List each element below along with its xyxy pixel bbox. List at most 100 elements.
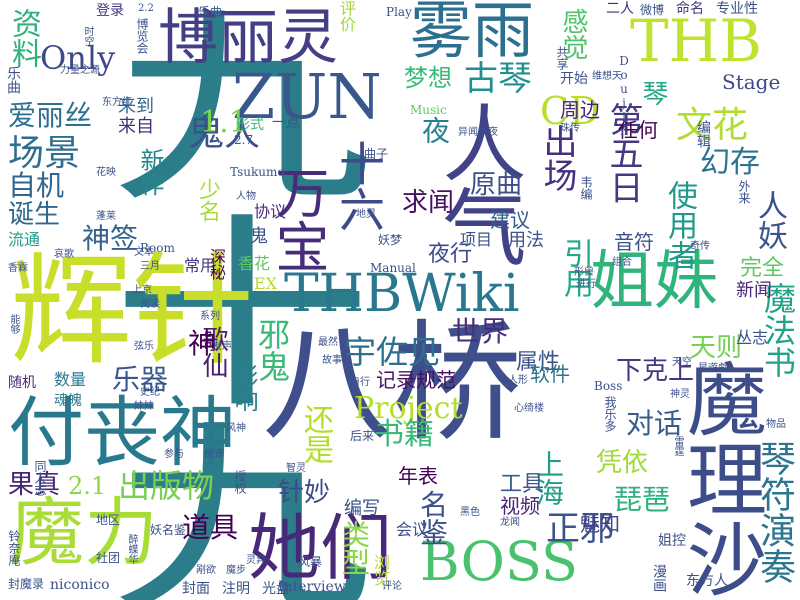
cloud-word-xilie: 系列 xyxy=(200,311,220,322)
cloud-word-xianghua: 香花 xyxy=(238,254,271,273)
cloud-word-fengbao: 风暴 xyxy=(298,555,323,569)
cloud-word-duihua: 对话 xyxy=(626,407,683,440)
cloud-word-shen: 神 xyxy=(188,327,217,360)
cloud-word-xingshi: 形式 xyxy=(236,117,264,133)
cloud-word-denglu: 登录 xyxy=(96,3,124,19)
cloud-word-renqi: 人气 xyxy=(429,100,527,268)
cloud-word-guiren: 鬼人 xyxy=(188,113,261,154)
cloud-word-manhua: 漫画 xyxy=(651,564,667,592)
cloud-word-congzhi: 丛志 xyxy=(736,328,769,347)
cloud-word-music: Music xyxy=(410,103,447,117)
cloud-word-huancun: 幻存 xyxy=(700,145,760,180)
cloud-word-moli: 魔力 xyxy=(10,490,158,576)
cloud-word-sanyue: 三月 xyxy=(140,261,160,272)
cloud-word-zuhe: 组合 xyxy=(612,257,632,268)
cloud-word-gongxiang: 共享 xyxy=(555,46,569,70)
cloud-word-yidian: 一点 xyxy=(272,115,300,131)
cloud-word-renyao: 人妖 xyxy=(752,190,787,250)
cloud-word-liutong: 流通 xyxy=(8,230,41,249)
cloud-word-yexing: 夜行 xyxy=(428,242,473,267)
cloud-word-mingjian: 名鉴 xyxy=(416,490,449,546)
cloud-word-xingyouxi: 星遊戲 xyxy=(698,363,728,374)
cloud-word-gushi: 故事 xyxy=(322,355,342,366)
cloud-word-leixing: 类型 xyxy=(338,520,371,576)
cloud-word-yueqi: 乐器 xyxy=(112,363,169,396)
cloud-word-yuzuojian: 宇佐见 xyxy=(344,333,441,371)
cloud-word-yuedu: 阅读 xyxy=(140,299,160,310)
cloud-word-xingshou: 形兽 xyxy=(574,267,594,278)
cloud-word-fanyi: 翻译 xyxy=(204,449,224,460)
cloud-word-molisha: 魔理沙 xyxy=(674,358,767,598)
cloud-word-mingming: 命名 xyxy=(676,1,704,17)
cloud-word-tamen: 她们 xyxy=(248,506,393,590)
cloud-word-xiakeshang: 下克上 xyxy=(616,356,695,386)
cloud-word-shuji: 书籍 xyxy=(374,417,434,452)
cloud-word-wuyu: 雾雨 xyxy=(410,0,535,67)
cloud-word-tongrenzhi: 同人志 xyxy=(33,460,47,496)
cloud-word-dongfanghong: 东方红 xyxy=(102,97,132,108)
cloud-word-mofashu: 魔法书 xyxy=(759,282,797,378)
cloud-word-jinxing: 进行 xyxy=(576,279,596,290)
cloud-word-zhoubian: 周边 xyxy=(560,98,600,122)
cloud-word-fusangshen: 付丧神 xyxy=(8,388,236,477)
cloud-word-jianyi: 建议 xyxy=(490,208,530,232)
cloud-word-longwen: 龙闻 xyxy=(500,517,520,528)
cloud-word-daoju: 道具 xyxy=(182,511,239,544)
cloud-word-mobu: 魔步 xyxy=(226,565,246,576)
cloud-word-pingjia: 评价 xyxy=(337,0,356,32)
cloud-word-qiuwen: 求闻 xyxy=(402,188,455,218)
cloud-word-wupin: 物品 xyxy=(766,419,786,430)
cloud-word-xinwen: 新闻 xyxy=(736,280,772,301)
cloud-word-huiyi: 会议 xyxy=(396,520,429,539)
cloud-word-gexian: 歌仙 xyxy=(198,326,228,378)
cloud-word-renxing: 人形 xyxy=(508,375,528,386)
cloud-word-play: Play xyxy=(386,5,412,19)
cloud-word-hunpo: 魂魄 xyxy=(54,393,82,409)
cloud-word-guqin: 古琴 xyxy=(464,59,532,99)
cloud-word-xieyi: 协议 xyxy=(254,202,287,221)
cloud-word-shangjing: 上京 xyxy=(132,285,152,296)
cloud-word-ex: EX xyxy=(254,274,278,293)
cloud-word-nianbiao: 年表 xyxy=(398,464,438,488)
cloud-word-ziji: 自机 xyxy=(8,169,65,202)
cloud-word-pinglun: 评论 xyxy=(382,581,402,592)
cloud-word-niconico: niconico xyxy=(50,577,110,593)
cloud-word-liulan: 浏览 xyxy=(371,554,390,586)
cloud-word-yaomeng: 妖梦 xyxy=(378,233,403,247)
cloud-word-zuidiehua: 醉蝶华 xyxy=(126,534,137,564)
cloud-word-renhe: 任何 xyxy=(618,118,658,142)
cloud-word-shuliang: 数量 xyxy=(54,370,87,389)
cloud-word-erren: 二人 xyxy=(606,1,634,17)
cloud-word-yinfu: 音符 xyxy=(614,230,654,254)
cloud-word-zhenmiao: 针妙 xyxy=(278,478,331,508)
cloud-word-tsukumo: Tsukumo xyxy=(230,165,285,179)
cloud-word-changyong: 常用 xyxy=(184,256,217,275)
cloud-word-kaishi: 开始 xyxy=(560,71,588,87)
cloud-word-yongye: 永夜 xyxy=(478,127,498,138)
cloud-word-houlai: 后来 xyxy=(350,429,375,443)
cloud-word-shiyongzhe: 使用者 xyxy=(662,180,697,270)
cloud-word-yuanqu: 原曲 xyxy=(470,170,523,200)
cloud-word-xinqilou: 心绮楼 xyxy=(514,403,544,414)
cloud-word-baqiao: 八桥 xyxy=(262,307,523,459)
cloud-word-zhengxie: 正邪 xyxy=(546,509,614,549)
cloud-word-fengmian: 封面 xyxy=(182,581,210,597)
cloud-word-gui: 鬼 xyxy=(250,226,268,247)
cloud-word-pingyi: 凭依 xyxy=(596,448,649,478)
cloud-word-yinyong: 引用 xyxy=(558,238,593,298)
cloud-word-wanbao: 万宝 xyxy=(266,165,329,273)
cloud-word-project: Project xyxy=(354,391,463,426)
cloud-word-quzi: 曲子 xyxy=(364,147,389,161)
cloud-word-ye: 夜 xyxy=(418,116,451,144)
cloud-word-weibian: 韦编 xyxy=(579,176,593,200)
cloud-word-yuequ2: 乐曲 xyxy=(198,5,223,19)
cloud-word-suiji: 随机 xyxy=(8,375,36,391)
cloud-word-nenggou: 能够 xyxy=(8,314,19,334)
cloud-word-bianxie: 编写 xyxy=(344,498,380,519)
cloud-word-zhuanyexing: 专业性 xyxy=(716,1,758,17)
cloud-word-fengshen: 风神 xyxy=(226,423,246,434)
cloud-word-boss: BOSS xyxy=(420,530,578,593)
cloud-word-tianze: 天则 xyxy=(690,333,743,363)
cloud-word-qin: 琴 xyxy=(638,80,668,106)
cloud-word-zhuming: 注明 xyxy=(222,581,250,597)
